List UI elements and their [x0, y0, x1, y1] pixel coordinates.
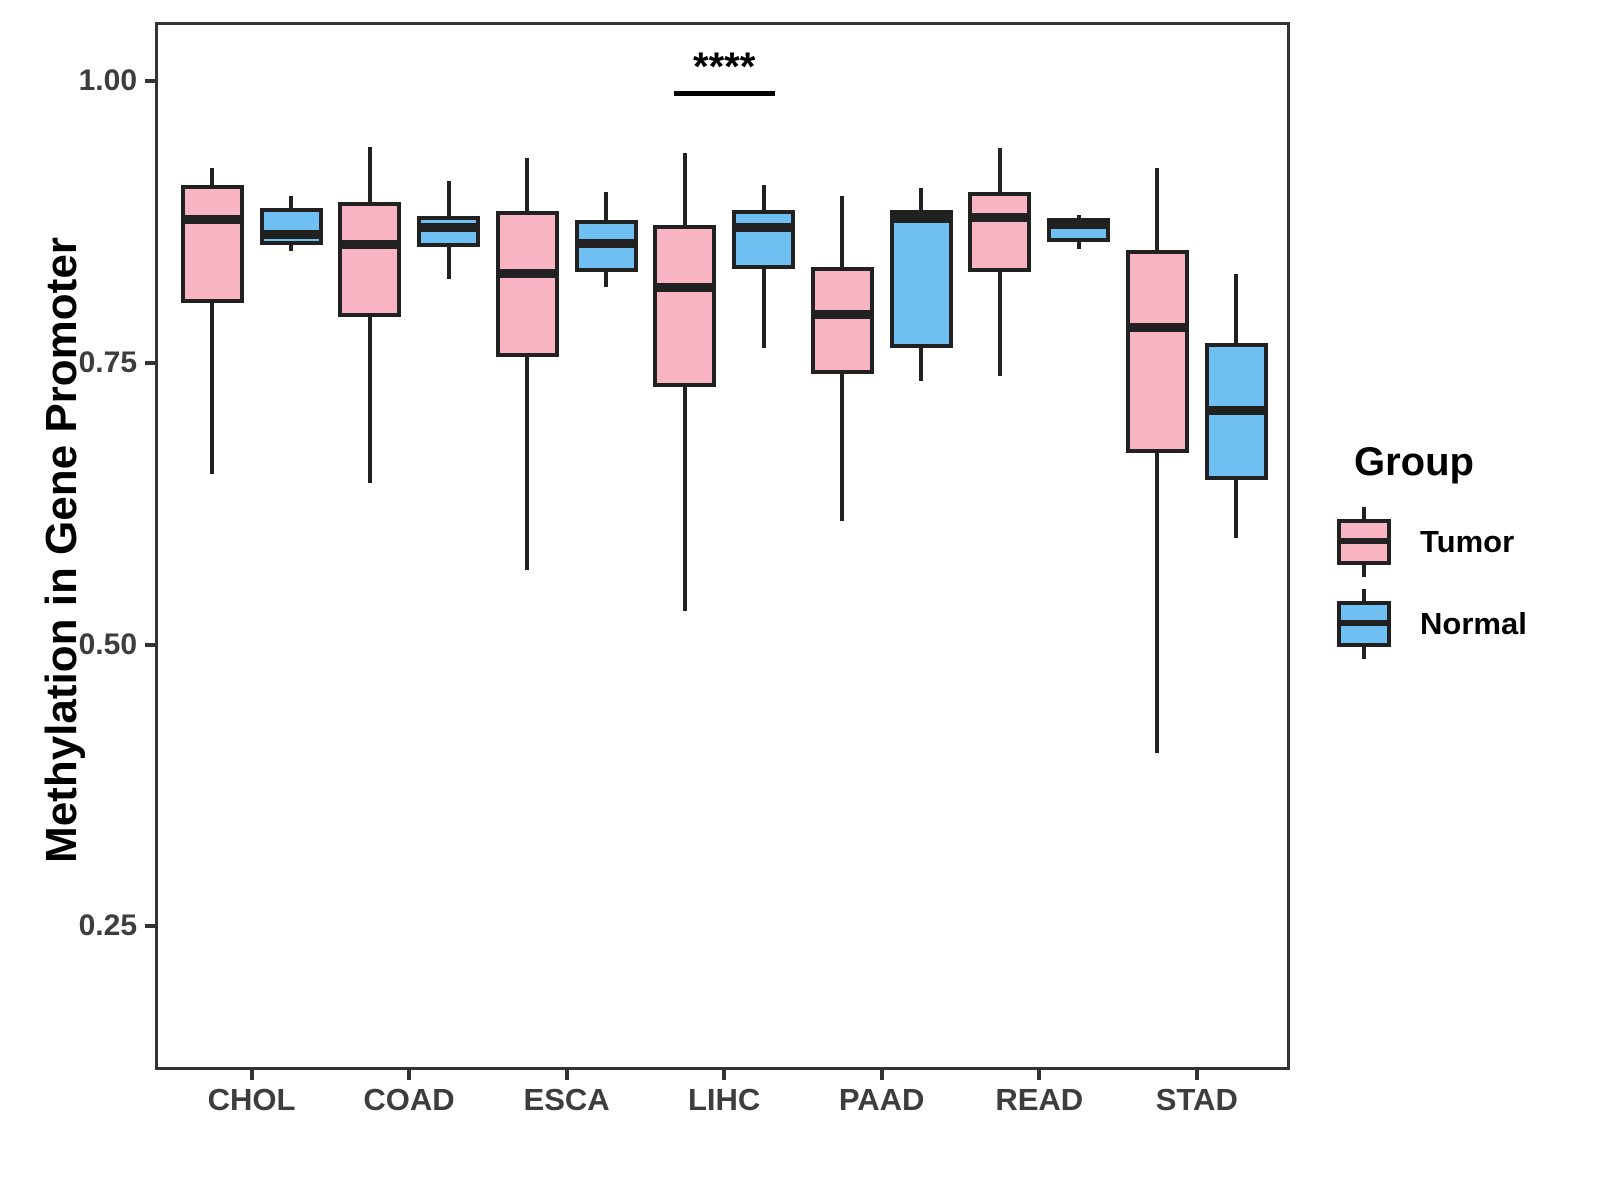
x-tick-mark-ESCA [564, 1070, 569, 1080]
box-normal-PAAD-median [889, 214, 953, 224]
box-normal-LIHC-upper-whisker [761, 184, 766, 210]
box-normal-CHOL [259, 208, 323, 245]
box-tumor-STAD [1125, 250, 1189, 454]
box-normal-LIHC-lower-whisker [761, 269, 766, 349]
box-tumor-READ-lower-whisker [997, 271, 1002, 377]
box-normal-PAAD-lower-whisker [919, 348, 924, 381]
box-tumor-COAD-median [338, 240, 402, 250]
box-tumor-ESCA-lower-whisker [525, 357, 530, 571]
y-tick-label-1.00: 1.00 [78, 64, 137, 98]
box-tumor-ESCA-upper-whisker [525, 157, 530, 211]
x-tick-label-STAD: STAD [1155, 1082, 1238, 1117]
legend-label-tumor: Tumor [1420, 524, 1515, 559]
y-tick-mark-1.00 [145, 79, 155, 84]
y-tick-mark-0.50 [145, 642, 155, 647]
x-tick-label-CHOL: CHOL [207, 1082, 296, 1117]
box-tumor-READ-upper-whisker [997, 147, 1002, 192]
y-tick-mark-0.25 [145, 924, 155, 929]
box-normal-READ-upper-whisker [1076, 215, 1081, 218]
x-tick-label-PAAD: PAAD [838, 1082, 925, 1117]
box-tumor-STAD-upper-whisker [1155, 167, 1160, 251]
box-normal-COAD-median [417, 223, 481, 233]
y-tick-mark-0.75 [145, 360, 155, 365]
box-tumor-COAD-upper-whisker [367, 146, 372, 202]
x-tick-mark-STAD [1194, 1070, 1199, 1080]
box-tumor-READ [968, 191, 1032, 272]
significance-bar-LIHC [673, 91, 775, 97]
box-tumor-READ-median [968, 213, 1032, 222]
legend-entry-tumor: Tumor [1328, 507, 1598, 577]
x-tick-mark-COAD [407, 1070, 412, 1080]
box-tumor-STAD-lower-whisker [1155, 453, 1160, 753]
box-normal-STAD-upper-whisker [1234, 273, 1239, 343]
box-normal-STAD-median [1204, 405, 1268, 415]
x-tick-label-COAD: COAD [363, 1082, 455, 1117]
box-tumor-PAAD [810, 267, 874, 375]
box-tumor-PAAD-upper-whisker [840, 196, 845, 268]
significance-stars-LIHC: **** [693, 45, 756, 90]
box-normal-ESCA-median [574, 238, 638, 248]
box-tumor-ESCA-median [495, 269, 559, 279]
box-normal-ESCA-upper-whisker [604, 191, 609, 220]
box-tumor-CHOL-median [180, 215, 244, 225]
box-tumor-LIHC-lower-whisker [682, 386, 687, 611]
box-normal-PAAD [889, 209, 953, 349]
box-tumor-LIHC-upper-whisker [682, 153, 687, 226]
box-normal-LIHC [732, 209, 796, 270]
y-tick-label-0.50: 0.50 [78, 627, 137, 661]
x-tick-label-ESCA: ESCA [523, 1082, 610, 1117]
box-normal-STAD-lower-whisker [1234, 480, 1239, 538]
box-normal-CHOL-upper-whisker [289, 196, 293, 209]
legend: Group Tumor Normal [1328, 440, 1598, 671]
tumor-boxplot-key-icon [1336, 507, 1392, 577]
x-tick-mark-READ [1037, 1070, 1042, 1080]
box-tumor-COAD-lower-whisker [367, 316, 372, 484]
x-tick-mark-PAAD [879, 1070, 884, 1080]
box-tumor-CHOL-lower-whisker [210, 303, 214, 475]
y-tick-label-0.25: 0.25 [78, 909, 137, 943]
box-tumor-CHOL-upper-whisker [210, 167, 214, 185]
plot-panel [155, 22, 1290, 1070]
box-tumor-COAD [338, 201, 402, 317]
box-normal-CHOL-lower-whisker [289, 244, 293, 252]
box-tumor-LIHC-median [653, 282, 717, 292]
x-tick-label-LIHC: LIHC [687, 1082, 761, 1117]
x-tick-mark-CHOL [249, 1070, 254, 1080]
box-tumor-STAD-median [1125, 323, 1189, 333]
box-tumor-ESCA [495, 210, 559, 358]
box-normal-ESCA-lower-whisker [604, 271, 609, 288]
x-tick-mark-LIHC [722, 1070, 727, 1080]
box-tumor-PAAD-median [810, 309, 874, 319]
legend-label-normal: Normal [1420, 606, 1527, 641]
box-normal-COAD-upper-whisker [446, 181, 451, 217]
box-normal-READ-lower-whisker [1076, 242, 1081, 250]
box-tumor-CHOL [180, 184, 244, 304]
box-normal-COAD-lower-whisker [446, 246, 451, 280]
normal-boxplot-key-icon [1336, 589, 1392, 659]
legend-title: Group [1354, 440, 1474, 484]
box-normal-PAAD-upper-whisker [919, 188, 924, 210]
box-normal-READ-median [1047, 219, 1111, 229]
box-normal-LIHC-median [732, 223, 796, 233]
box-normal-CHOL-median [259, 229, 323, 239]
y-tick-label-0.75: 0.75 [78, 345, 137, 379]
legend-entry-normal: Normal [1328, 589, 1598, 659]
box-tumor-PAAD-lower-whisker [840, 374, 845, 521]
y-axis-title: Methylation in Gene Promoter [37, 237, 86, 863]
x-tick-label-READ: READ [995, 1082, 1084, 1117]
box-tumor-LIHC [653, 225, 717, 387]
